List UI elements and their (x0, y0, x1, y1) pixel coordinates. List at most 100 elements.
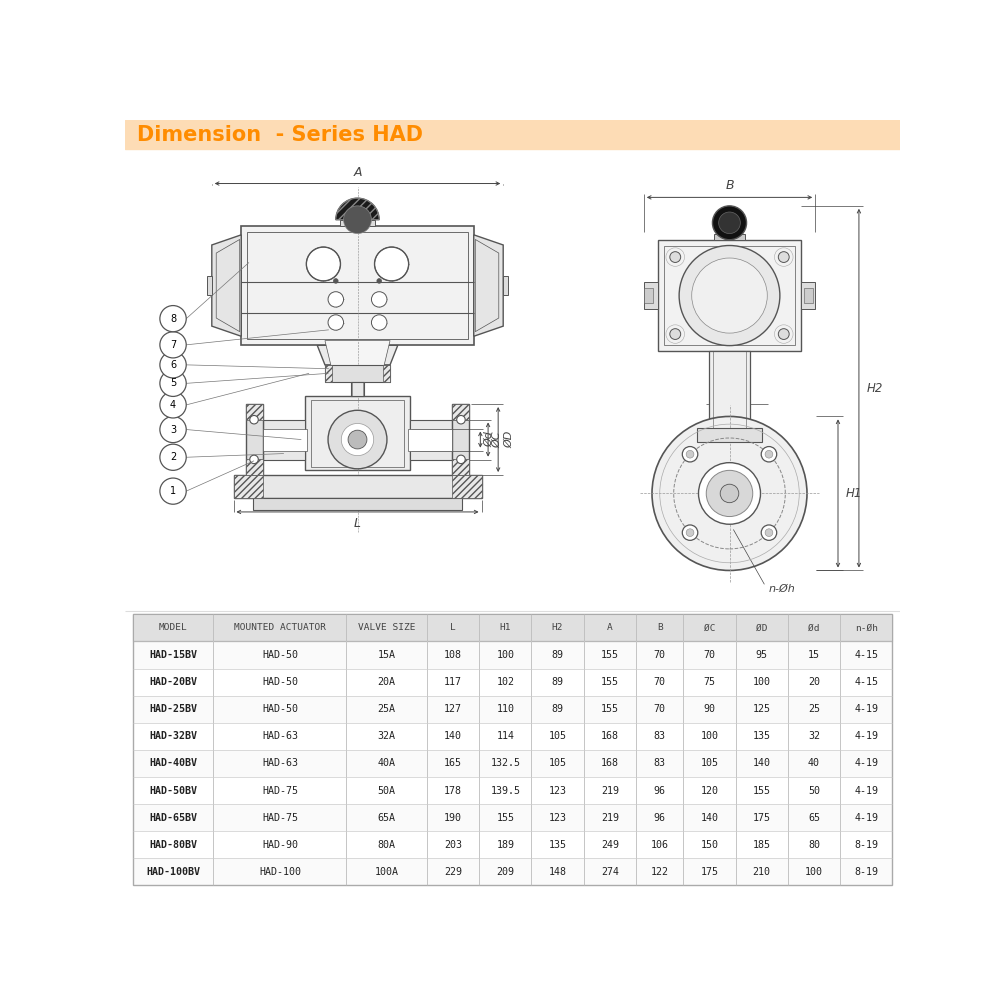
Text: 155: 155 (601, 650, 619, 660)
Circle shape (306, 247, 340, 281)
Text: HAD-25BV: HAD-25BV (149, 704, 197, 714)
Circle shape (765, 529, 773, 537)
Circle shape (670, 252, 681, 262)
Text: 4-19: 4-19 (854, 758, 878, 768)
Text: 148: 148 (549, 867, 567, 877)
Circle shape (328, 410, 387, 469)
Text: 100: 100 (496, 650, 514, 660)
Text: 95: 95 (756, 650, 768, 660)
Bar (352, 382, 363, 396)
Text: 4-19: 4-19 (854, 704, 878, 714)
Text: 15A: 15A (378, 650, 396, 660)
Text: 140: 140 (753, 758, 771, 768)
Text: 90: 90 (703, 704, 715, 714)
Text: H1: H1 (500, 623, 511, 632)
Text: 25A: 25A (378, 704, 396, 714)
Polygon shape (317, 345, 398, 365)
Bar (697, 428, 762, 442)
Circle shape (160, 352, 186, 378)
Bar (133, 614, 892, 885)
Text: HAD-75: HAD-75 (262, 786, 298, 796)
Circle shape (160, 332, 186, 358)
Text: 100A: 100A (375, 867, 399, 877)
Bar (452, 459, 469, 475)
Bar (133, 804, 892, 831)
Text: B: B (725, 179, 734, 192)
Bar (644, 282, 658, 309)
Bar (658, 240, 801, 351)
Text: 70: 70 (703, 650, 715, 660)
Text: 122: 122 (651, 867, 669, 877)
Text: n-Øh: n-Øh (768, 584, 795, 594)
Text: ØD: ØD (756, 623, 767, 632)
Text: 100: 100 (753, 677, 771, 687)
Circle shape (761, 447, 777, 462)
Text: 219: 219 (601, 786, 619, 796)
Text: 1: 1 (170, 486, 176, 496)
Text: 4-15: 4-15 (854, 650, 878, 660)
Text: 135: 135 (753, 731, 771, 741)
Text: 210: 210 (753, 867, 771, 877)
Text: 20: 20 (808, 677, 820, 687)
Text: 8-19: 8-19 (854, 867, 878, 877)
Text: H1: H1 (846, 487, 862, 500)
Circle shape (652, 416, 807, 570)
Text: HAD-40BV: HAD-40BV (149, 758, 197, 768)
Bar (452, 475, 482, 498)
Text: 106: 106 (651, 840, 669, 850)
Bar (452, 404, 469, 475)
Text: 155: 155 (496, 813, 514, 823)
Bar (263, 429, 307, 451)
Bar (311, 400, 404, 466)
Text: Ød: Ød (484, 432, 494, 447)
Text: 229: 229 (444, 867, 462, 877)
Text: 80: 80 (808, 840, 820, 850)
Text: VALVE SIZE: VALVE SIZE (358, 623, 415, 632)
Text: 249: 249 (601, 840, 619, 850)
Bar (133, 696, 892, 723)
Text: 165: 165 (444, 758, 462, 768)
Bar (713, 351, 746, 428)
Text: HAD-20BV: HAD-20BV (149, 677, 197, 687)
Circle shape (160, 370, 186, 396)
Text: HAD-15BV: HAD-15BV (149, 650, 197, 660)
Bar (125, 120, 900, 149)
Text: 75: 75 (703, 677, 715, 687)
Text: 123: 123 (549, 786, 567, 796)
Text: 155: 155 (601, 704, 619, 714)
Circle shape (765, 450, 773, 458)
Text: MODEL: MODEL (159, 623, 187, 632)
Circle shape (375, 247, 409, 281)
Text: 105: 105 (700, 758, 718, 768)
Text: 5: 5 (170, 378, 176, 388)
Text: Ød: Ød (808, 623, 820, 632)
Text: 6: 6 (170, 360, 176, 370)
Text: 65A: 65A (378, 813, 396, 823)
Text: 203: 203 (444, 840, 462, 850)
Text: 70: 70 (654, 650, 666, 660)
Text: HAD-32BV: HAD-32BV (149, 731, 197, 741)
Text: 209: 209 (496, 867, 514, 877)
Circle shape (686, 529, 694, 537)
Bar (408, 429, 452, 451)
Text: 3: 3 (170, 425, 176, 435)
Text: L: L (354, 517, 361, 530)
Text: 4-15: 4-15 (854, 677, 878, 687)
Bar (452, 404, 469, 420)
Circle shape (692, 258, 767, 333)
Text: 219: 219 (601, 813, 619, 823)
Bar (503, 276, 508, 295)
Text: 2: 2 (170, 452, 176, 462)
Text: 140: 140 (444, 731, 462, 741)
Text: 105: 105 (549, 758, 567, 768)
Text: 155: 155 (601, 677, 619, 687)
Circle shape (371, 315, 387, 330)
Text: HAD-65BV: HAD-65BV (149, 813, 197, 823)
Circle shape (348, 430, 367, 449)
Circle shape (457, 415, 465, 424)
Text: Dimension  - Series HAD: Dimension - Series HAD (137, 125, 423, 145)
Text: HAD-100BV: HAD-100BV (146, 867, 200, 877)
Text: 120: 120 (700, 786, 718, 796)
Text: 40: 40 (808, 758, 820, 768)
Circle shape (712, 206, 747, 240)
